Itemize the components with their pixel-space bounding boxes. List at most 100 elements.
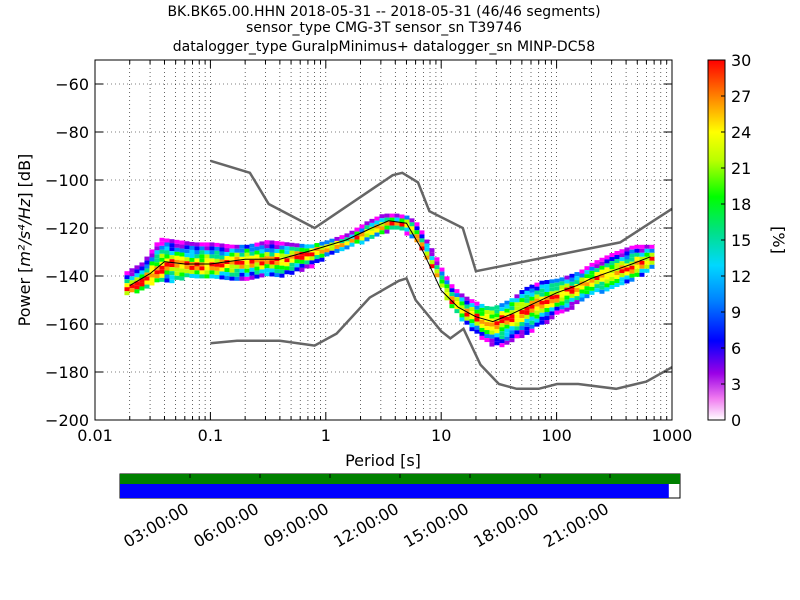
density-cell: [509, 322, 515, 327]
density-cell: [604, 259, 610, 264]
density-cell: [419, 246, 425, 251]
density-cell: [304, 248, 310, 253]
density-cell: [224, 256, 230, 261]
density-cell: [314, 243, 320, 248]
colorbar-ticks: 0 3 6 9 12 15 18 21 24 27 30: [721, 51, 751, 430]
density-cell: [369, 218, 375, 223]
density-cell: [604, 263, 610, 268]
density-cell: [169, 247, 175, 252]
density-cell: [144, 272, 150, 277]
density-cell: [429, 264, 435, 269]
density-cell: [254, 254, 260, 259]
density-cell: [519, 298, 525, 303]
density-cell: [529, 320, 535, 325]
density-cell: [234, 256, 240, 261]
time-tick-label: 15:00:00: [400, 499, 472, 551]
density-cell: [169, 255, 175, 260]
density-cell: [609, 253, 615, 258]
density-cell: [454, 297, 460, 302]
density-cell: [509, 326, 515, 331]
density-cell: [499, 343, 505, 348]
density-cell: [219, 259, 225, 264]
density-cell: [574, 272, 580, 277]
density-cell: [269, 244, 275, 249]
density-cell: [359, 236, 365, 241]
density-cell: [484, 310, 490, 315]
density-cell: [259, 273, 265, 278]
density-cell: [624, 247, 630, 252]
density-cell: [444, 292, 450, 297]
density-cell: [239, 248, 245, 253]
density-cell: [174, 259, 180, 264]
density-cell: [274, 249, 280, 254]
y-axis-label: Power [m²/s⁴/Hz] [dB]: [15, 154, 34, 327]
y-tick-label: −60: [55, 75, 89, 94]
density-cell: [294, 255, 300, 260]
y-tick-label: −120: [45, 219, 89, 238]
density-cell: [379, 222, 385, 227]
density-cell: [574, 276, 580, 281]
density-cell: [244, 268, 250, 273]
density-cell: [609, 277, 615, 282]
density-cell: [244, 244, 250, 249]
density-cell: [404, 215, 410, 220]
density-cell: [274, 245, 280, 250]
density-cell: [249, 243, 255, 248]
density-cell: [374, 216, 380, 221]
density-cell: [564, 299, 570, 304]
density-cell: [519, 326, 525, 331]
density-cell: [139, 270, 145, 275]
density-cell: [179, 248, 185, 253]
density-cell: [144, 280, 150, 285]
density-cell: [304, 244, 310, 249]
density-cell: [314, 251, 320, 256]
density-cell: [214, 246, 220, 251]
density-cell: [549, 287, 555, 292]
density-cell: [549, 291, 555, 296]
density-cell: [239, 244, 245, 249]
density-cell: [214, 250, 220, 255]
density-cell: [419, 230, 425, 235]
density-cell: [134, 289, 140, 294]
density-cell: [509, 318, 515, 323]
density-cell: [249, 267, 255, 272]
density-cell: [404, 227, 410, 232]
y-tick-label: −160: [45, 315, 89, 334]
density-cell: [589, 274, 595, 279]
density-cell: [134, 285, 140, 290]
density-cell: [319, 253, 325, 258]
density-cell: [559, 277, 565, 282]
density-cell: [469, 315, 475, 320]
mode-curve: [129, 220, 651, 323]
density-cell: [639, 256, 645, 261]
density-cell: [334, 248, 340, 253]
density-cell: [644, 248, 650, 253]
density-cell: [199, 242, 205, 247]
density-cell: [374, 228, 380, 233]
density-cell: [594, 280, 600, 285]
density-cell: [494, 313, 500, 318]
density-cell: [579, 269, 585, 274]
density-cell: [649, 248, 655, 253]
density-cell: [554, 302, 560, 307]
density-cell: [199, 266, 205, 271]
density-cell: [154, 242, 160, 247]
density-cell: [444, 288, 450, 293]
density-cell: [599, 261, 605, 266]
density-cell: [619, 253, 625, 258]
density-cell: [474, 309, 480, 314]
colorbar-tick-label: 24: [731, 123, 751, 142]
density-cell: [249, 251, 255, 256]
time-tick-label: 03:00:00: [120, 499, 192, 551]
density-cell: [284, 258, 290, 263]
density-cell: [434, 265, 440, 270]
density-cell: [514, 314, 520, 319]
density-cell: [534, 310, 540, 315]
density-cell: [364, 229, 370, 234]
density-cell: [459, 301, 465, 306]
y-axis-label-suffix: ] [dB]: [15, 154, 34, 199]
density-cell: [504, 332, 510, 337]
density-cell: [634, 272, 640, 277]
density-cell: [134, 273, 140, 278]
